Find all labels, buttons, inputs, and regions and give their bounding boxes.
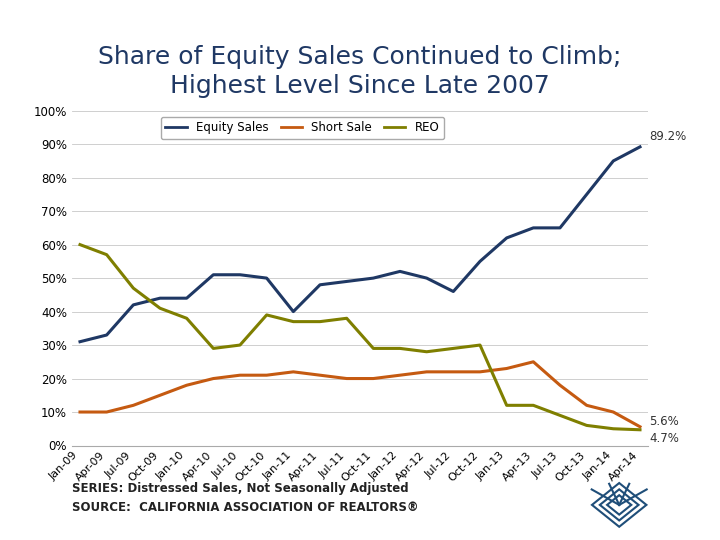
Text: Share of Equity Sales Continued to Climb;: Share of Equity Sales Continued to Climb… (99, 45, 621, 69)
Text: Highest Level Since Late 2007: Highest Level Since Late 2007 (170, 75, 550, 98)
Text: 4.7%: 4.7% (649, 431, 679, 444)
Text: SOURCE:  CALIFORNIA ASSOCIATION OF REALTORS®: SOURCE: CALIFORNIA ASSOCIATION OF REALTO… (72, 501, 418, 514)
Text: 5.6%: 5.6% (649, 415, 679, 428)
Legend: Equity Sales, Short Sale, REO: Equity Sales, Short Sale, REO (161, 117, 444, 139)
Text: SERIES: Distressed Sales, Not Seasonally Adjusted: SERIES: Distressed Sales, Not Seasonally… (72, 482, 409, 495)
Text: 89.2%: 89.2% (649, 130, 687, 143)
